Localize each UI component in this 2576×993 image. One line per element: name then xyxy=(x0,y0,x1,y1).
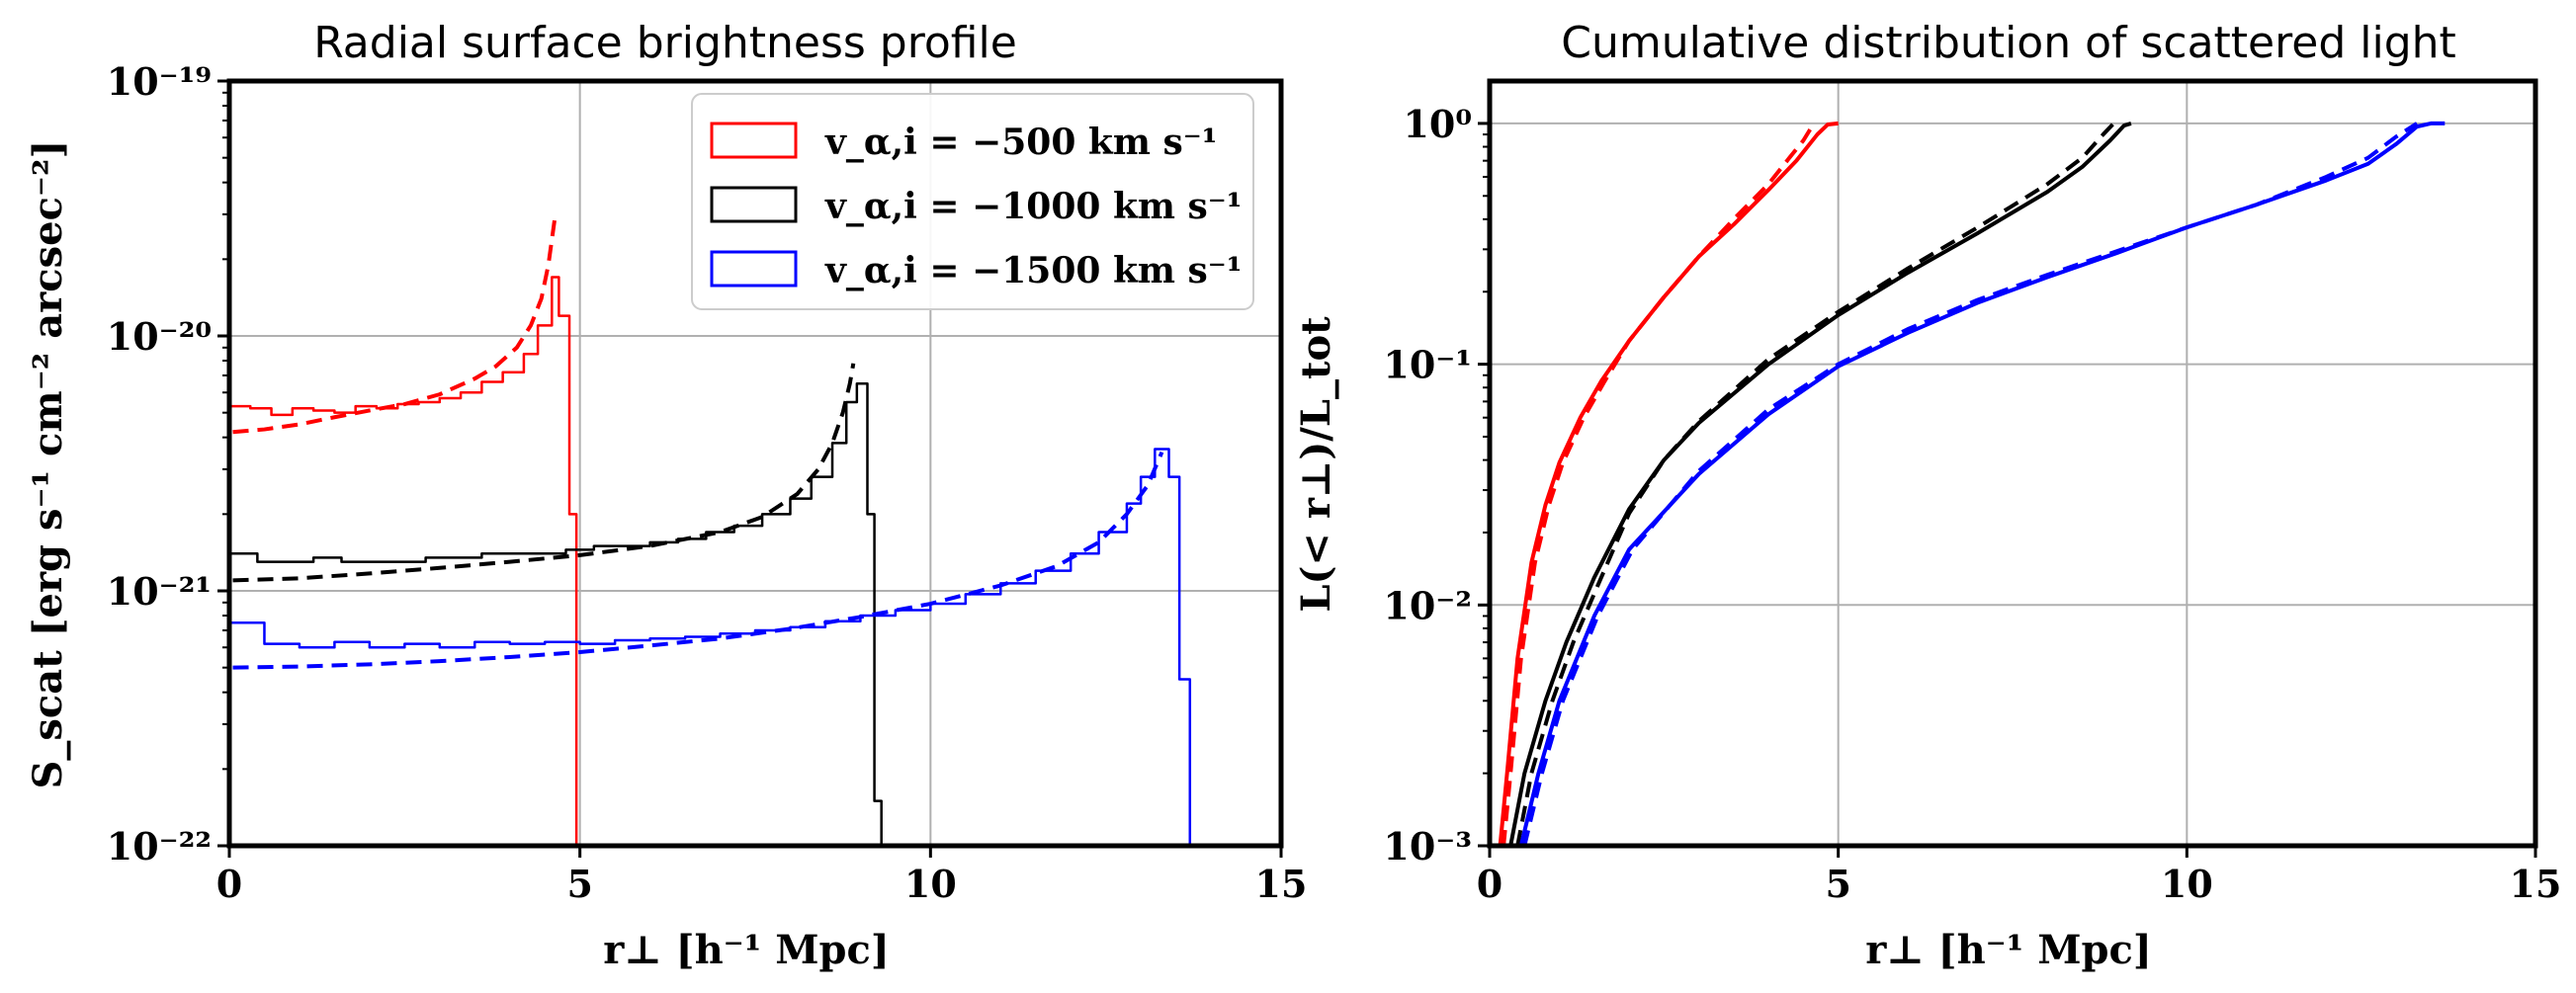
x-ticks-left: 0 5 10 15 xyxy=(216,846,1308,906)
y-tick-label: 10⁰ xyxy=(1403,102,1472,146)
chart-title-left: Radial surface brightness profile xyxy=(313,18,1017,68)
y-tick-label: 10⁻¹⁹ xyxy=(107,59,212,104)
x-tick-label: 15 xyxy=(2510,862,2562,906)
series-line xyxy=(1518,121,2446,847)
x-tick-label: 5 xyxy=(1825,862,1850,906)
legend-label-1500: v_α,i = −1500 km s⁻¹ xyxy=(824,250,1243,291)
y-axis-label-right: L(< r⊥)/L_tot xyxy=(1293,316,1339,613)
axes-frame-left xyxy=(226,78,1284,849)
series-line xyxy=(1515,122,2115,847)
series-line xyxy=(232,451,1164,670)
chart-title-right: Cumulative distribution of scattered lig… xyxy=(1561,18,2456,68)
legend-swatch-500 xyxy=(710,122,798,159)
series-line xyxy=(232,363,856,583)
x-tick-label: 5 xyxy=(566,862,592,906)
x-tick-label: 10 xyxy=(904,862,957,906)
panel-cumulative-distribution: 0 5 10 15 10⁻³ 10⁻² 10⁻¹ 10⁰ Cumulative distri… xyxy=(1293,18,2561,973)
series-line xyxy=(232,213,558,435)
y-tick-label: 10⁻²² xyxy=(107,824,212,869)
series-group-left xyxy=(229,213,1192,848)
series-line xyxy=(1508,121,2132,847)
y-tick-label: 10⁻²¹ xyxy=(107,569,212,614)
x-tick-label: 15 xyxy=(1255,862,1308,906)
y-tick-label: 10⁻¹ xyxy=(1383,343,1472,387)
axes-frame-right xyxy=(1487,78,2538,849)
x-axis-label-left: r⊥ [h⁻¹ Mpc] xyxy=(603,927,890,973)
legend-label-1000: v_α,i = −1000 km s⁻¹ xyxy=(824,186,1243,227)
y-ticks-left: 10⁻²² 10⁻²¹ 10⁻²⁰ 10⁻¹⁹ xyxy=(107,59,229,869)
panel-surface-brightness: 0 5 10 15 10⁻²² 10⁻²¹ 10⁻²⁰ 10⁻¹⁹ Radial surfa… xyxy=(25,18,1307,973)
y-tick-label: 10⁻² xyxy=(1383,583,1472,627)
x-axis-label-right: r⊥ [h⁻¹ Mpc] xyxy=(1865,927,2152,973)
series-line xyxy=(229,276,580,848)
x-tick-label: 10 xyxy=(2161,862,2213,906)
x-tick-label: 0 xyxy=(1477,862,1503,906)
legend-box xyxy=(691,93,1254,310)
series-line xyxy=(1522,122,2419,847)
series-line xyxy=(1502,122,1816,847)
y-tick-label: 10⁻³ xyxy=(1383,824,1472,869)
legend: v_α,i = −500 km s⁻¹ v_α,i = −1000 km s⁻¹… xyxy=(691,93,1254,310)
series-group-right xyxy=(1498,121,2446,847)
legend-label-500: v_α,i = −500 km s⁻¹ xyxy=(824,122,1218,163)
y-ticks-right: 10⁻³ 10⁻² 10⁻¹ 10⁰ xyxy=(1383,102,1490,869)
legend-swatch-1000 xyxy=(710,186,798,223)
y-tick-label: 10⁻²⁰ xyxy=(107,314,212,359)
x-ticks-right: 0 5 10 15 xyxy=(1477,846,2562,906)
grid-lines-right xyxy=(1489,81,2536,846)
x-tick-label: 0 xyxy=(216,862,242,906)
legend-swatch-1500 xyxy=(710,250,798,288)
y-axis-label-left: S_scat [erg s⁻¹ cm⁻² arcsec⁻²] xyxy=(25,140,71,789)
